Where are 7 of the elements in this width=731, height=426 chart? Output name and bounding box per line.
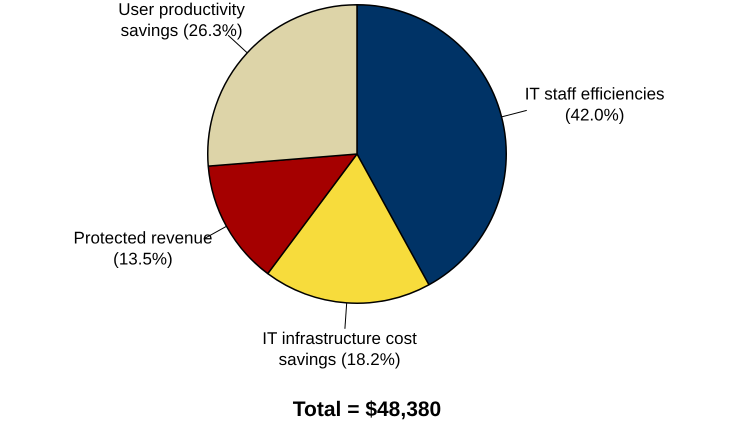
data-label: (13.5%)	[113, 249, 173, 268]
slice-label: User productivity savings (26.3%)	[118, 0, 246, 40]
slice-label: IT infrastructure cost savings (18.2%)	[262, 328, 418, 369]
slice-label: Protected revenue	[73, 228, 212, 248]
slice-label: IT staff efficiencies	[524, 84, 665, 104]
data-label: (42.0%)	[564, 105, 624, 124]
text: Total = $48,380	[292, 398, 442, 421]
